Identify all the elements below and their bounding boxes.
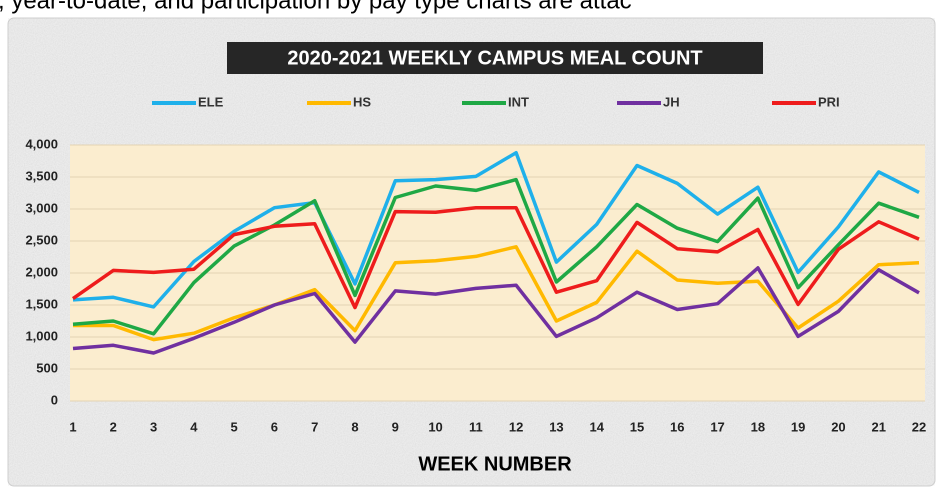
x-tick-label: 16 bbox=[670, 419, 684, 434]
y-tick-label: 500 bbox=[36, 360, 58, 375]
x-tick-label: 1 bbox=[69, 419, 76, 434]
series-line bbox=[72, 177, 920, 336]
x-tick-label: 19 bbox=[791, 419, 805, 434]
x-tick-label: 20 bbox=[831, 419, 845, 434]
x-tick-label: 11 bbox=[469, 419, 483, 434]
legend-label: JH bbox=[663, 94, 680, 109]
x-tick-label: 18 bbox=[751, 419, 765, 434]
chart-title: 2020-2021 WEEKLY CAMPUS MEAL COUNT bbox=[287, 47, 702, 69]
x-tick-label: 4 bbox=[190, 419, 198, 434]
x-tick-label: 10 bbox=[428, 419, 442, 434]
y-tick-label: 1,000 bbox=[25, 328, 58, 343]
legend-label: PRI bbox=[818, 94, 840, 109]
x-tick-label: 12 bbox=[509, 419, 523, 434]
legend-label: ELE bbox=[198, 94, 224, 109]
x-tick-label: 22 bbox=[912, 419, 926, 434]
legend-label: INT bbox=[508, 94, 529, 109]
x-tick-label: 5 bbox=[231, 419, 238, 434]
y-tick-label: 2,500 bbox=[25, 232, 58, 247]
x-tick-label: 3 bbox=[150, 419, 157, 434]
x-tick-label: 14 bbox=[589, 419, 604, 434]
y-tick-label: 3,500 bbox=[25, 168, 58, 183]
x-tick-label: 8 bbox=[351, 419, 358, 434]
y-tick-label: 2,000 bbox=[25, 264, 58, 279]
caption: , year-to-date, and participation by pay… bbox=[0, 0, 632, 14]
x-tick-label: 17 bbox=[710, 419, 724, 434]
x-tick-label: 9 bbox=[392, 419, 399, 434]
title-box bbox=[227, 42, 763, 74]
x-tick-label: 21 bbox=[871, 419, 885, 434]
x-tick-label: 2 bbox=[110, 419, 117, 434]
x-axis-title: WEEK NUMBER bbox=[418, 453, 572, 475]
legend-label: HS bbox=[353, 94, 371, 109]
y-tick-label: 4,000 bbox=[25, 136, 58, 151]
x-tick-label: 15 bbox=[630, 419, 644, 434]
x-tick-label: 13 bbox=[549, 419, 563, 434]
series-line bbox=[72, 266, 920, 355]
y-tick-label: 3,000 bbox=[25, 200, 58, 215]
y-tick-label: 0 bbox=[51, 392, 58, 407]
x-tick-label: 7 bbox=[311, 419, 318, 434]
series-line bbox=[71, 205, 920, 310]
x-tick-label: 6 bbox=[271, 419, 278, 434]
y-tick-label: 1,500 bbox=[25, 296, 58, 311]
series-line bbox=[72, 150, 920, 309]
